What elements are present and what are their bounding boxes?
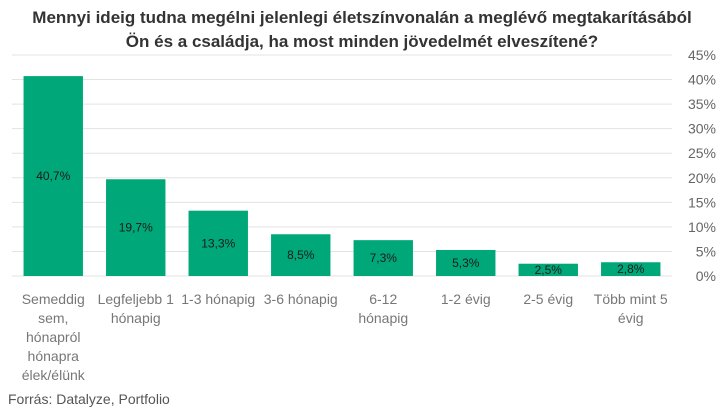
data-label: 8,5%	[287, 248, 315, 262]
x-category-label: Semeddig sem, hónapról hónapra élek/élünk	[22, 291, 86, 383]
chart-title: Mennyi ideig tudna megélni jelenlegi éle…	[0, 6, 724, 54]
bar	[23, 76, 83, 277]
x-category-label: 1-3 hónapig	[181, 291, 255, 307]
bar	[601, 262, 661, 276]
y-tick-label: 15%	[688, 194, 716, 210]
bars	[23, 76, 661, 277]
x-category-label: 6-12 hónapig	[358, 291, 408, 326]
y-tick-label: 20%	[688, 170, 716, 186]
x-category-label: 2-5 évig	[523, 291, 573, 307]
x-category-label: 3-6 hónapig	[264, 291, 338, 307]
chart-title-line-2: Ön és a családja, ha most minden jövedel…	[125, 32, 599, 51]
x-axis-categories: Semeddig sem, hónapról hónapra élek/élünk Leg…	[22, 291, 668, 383]
y-tick-label: 0%	[696, 268, 716, 284]
y-tick-label: 40%	[688, 72, 716, 88]
data-labels: 40,7% 19,7% 13,3% 8,5% 7,3% 5,3% 2,5% 2,8%	[36, 169, 645, 277]
y-tick-label: 35%	[688, 96, 716, 112]
bar	[436, 249, 496, 276]
bar	[353, 240, 413, 276]
chart-title-line-1: Mennyi ideig tudna megélni jelenlegi éle…	[32, 8, 692, 27]
data-label: 40,7%	[36, 169, 70, 183]
y-tick-label: 45%	[688, 47, 716, 63]
bar	[271, 234, 331, 276]
x-category-label: Több mint 5 évig	[594, 291, 668, 326]
data-label: 19,7%	[119, 221, 153, 235]
source-note: Forrás: Datalyze, Portfolio	[8, 391, 170, 407]
y-tick-label: 25%	[688, 145, 716, 161]
x-category-label: 1-2 évig	[441, 291, 491, 307]
y-tick-label: 30%	[688, 121, 716, 137]
y-axis-ticks: 0% 5% 10% 15% 20% 25% 30% 35% 40% 45%	[688, 47, 716, 284]
bar	[188, 210, 248, 276]
data-label: 7,3%	[370, 251, 398, 265]
bar	[106, 179, 166, 276]
y-tick-label: 5%	[696, 243, 716, 259]
data-label: 5,3%	[452, 256, 480, 270]
data-label: 2,5%	[535, 263, 563, 277]
bar	[518, 263, 578, 276]
data-label: 13,3%	[201, 236, 235, 250]
y-tick-label: 10%	[688, 219, 716, 235]
x-category-label: Legfeljebb 1 hónapig	[98, 291, 175, 326]
data-label: 2,8%	[617, 262, 645, 276]
